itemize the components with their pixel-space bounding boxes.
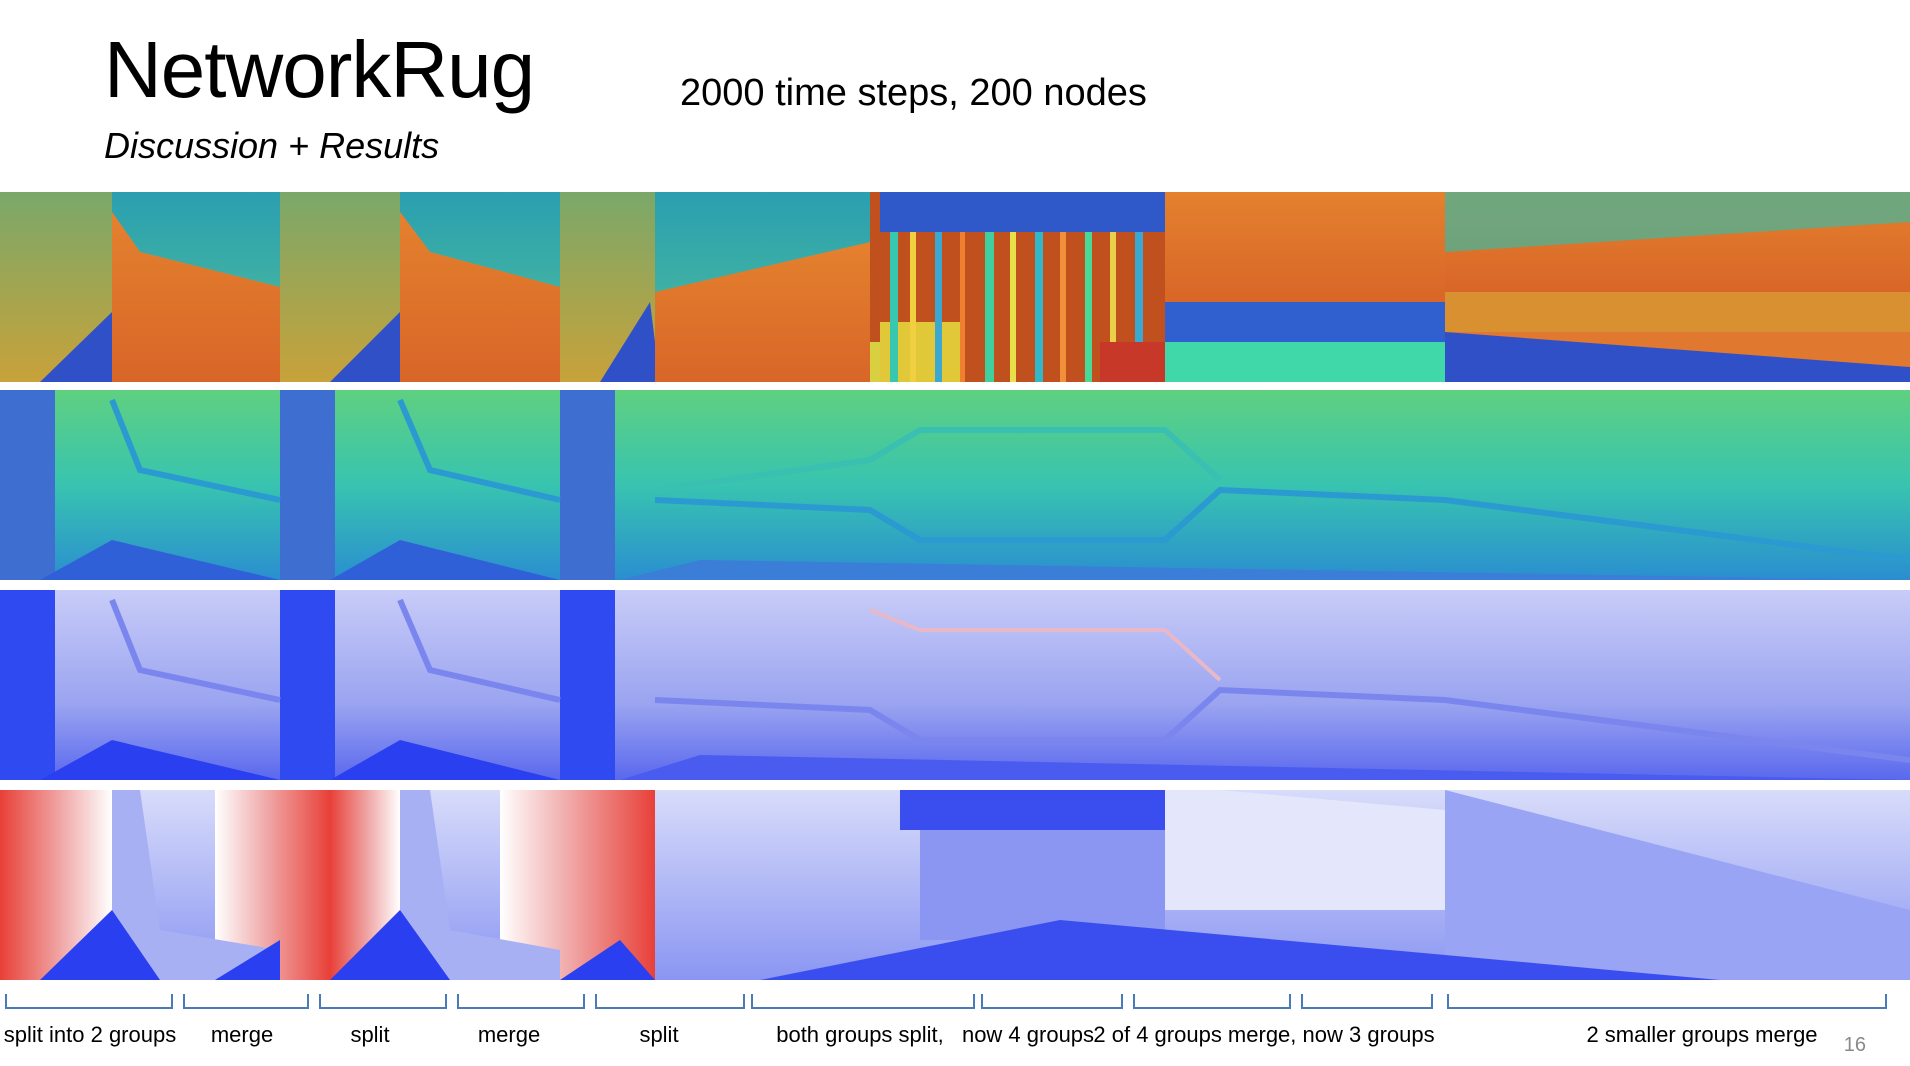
- segment-label: split into 2 groups: [3, 1022, 177, 1047]
- bracket-3: [319, 994, 447, 1009]
- bracket-4: [457, 994, 585, 1009]
- page-number: 16: [1843, 1034, 1866, 1056]
- bracket-2: [183, 994, 309, 1009]
- segment-label: split: [350, 1022, 390, 1047]
- bracket-5: [595, 994, 745, 1009]
- segment-label: both groups split,: [776, 1022, 944, 1047]
- heatmap-strip-states: [0, 192, 1910, 382]
- segment-label: merge: [210, 1022, 274, 1047]
- bracket-9: [1301, 994, 1433, 1009]
- segment-brackets: [5, 994, 1887, 1009]
- segment-label: 2 smaller groups merge: [1586, 1022, 1818, 1047]
- bracket-6: [751, 994, 975, 1009]
- bracket-1: [5, 994, 173, 1009]
- caption: 2000 time steps, 200 nodes: [680, 72, 1147, 114]
- slide-title: NetworkRug: [104, 25, 535, 114]
- segment-label: now 4 groups: [961, 1022, 1095, 1047]
- bracket-7: [981, 994, 1123, 1009]
- heatmap-strip-jet: [0, 390, 1910, 580]
- heatmap-strip-bwr: [0, 590, 1910, 780]
- segment-label: merge: [477, 1022, 541, 1047]
- heatmap-strip-red-blue: [0, 790, 1910, 980]
- segment-labels: split into 2 groups merge split merge sp…: [0, 1020, 1910, 1060]
- slide-subtitle: Discussion + Results: [104, 125, 440, 166]
- segment-label: 2 of 4 groups merge, now 3 groups: [1093, 1022, 1435, 1047]
- bracket-8: [1133, 994, 1291, 1009]
- bracket-10: [1447, 994, 1887, 1009]
- segment-label: split: [639, 1022, 679, 1047]
